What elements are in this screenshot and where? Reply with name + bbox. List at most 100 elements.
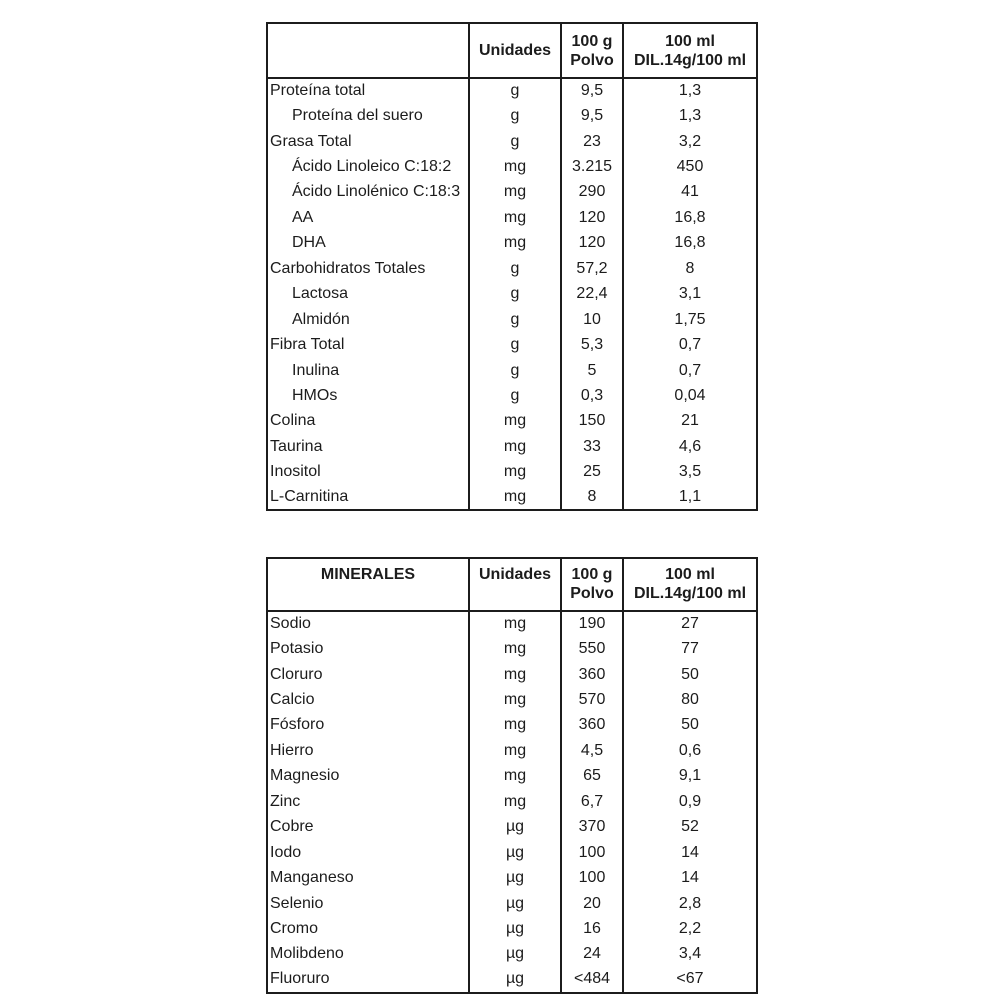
nutrient-name-cell: Iodo (270, 843, 302, 861)
unit-cell: mg (468, 154, 561, 180)
unit-cell: mg (468, 738, 561, 764)
per-100g-cell: 120 (560, 230, 623, 257)
unit-cell: mg (468, 485, 561, 511)
per-100ml-cell: 14 (622, 865, 757, 891)
nutrition-facts-table: Unidades 100 g Polvo 100 ml DIL.14g/100 ml… (266, 22, 758, 512)
per-100g-cell: 290 (560, 179, 623, 206)
table-row: Zinc mg 6,7 0,9 (267, 789, 757, 815)
per-100ml-cell: 77 (622, 636, 757, 662)
per-100g-cell: 9,5 (560, 78, 623, 104)
unit-cell: µg (468, 865, 561, 891)
units-column-header: Unidades (468, 558, 561, 612)
nutrient-name-cell: DHA (292, 234, 326, 252)
per-100ml-cell: 8 (622, 256, 757, 282)
per-100g-cell: <484 (560, 967, 623, 993)
minerals-table: MINERALES Unidades 100 g Polvo 100 ml DIL.… (266, 557, 758, 994)
nutrient-name-cell: Calcio (270, 691, 315, 709)
unit-cell: mg (468, 434, 561, 460)
header-label: DIL.14g/100 ml (633, 585, 747, 602)
per-100g-cell: 9,5 (560, 103, 623, 129)
per-100ml-cell: 80 (622, 687, 757, 713)
table-row: Inositol mg 25 3,5 (267, 459, 757, 485)
nutrient-name-cell: Grasa Total (270, 132, 352, 150)
table-row: Molibdeno µg 24 3,4 (267, 941, 757, 968)
unit-cell: mg (468, 712, 561, 739)
row-label-column-header: MINERALES (267, 558, 469, 612)
unit-cell: g (468, 383, 561, 409)
nutrient-name-cell: Fósforo (270, 716, 325, 734)
per-100g-cell: 22,4 (560, 281, 623, 307)
nutrient-name-cell: Fluoruro (270, 970, 330, 988)
table-row: Lactosa g 22,4 3,1 (267, 281, 757, 307)
nutrient-name-cell: Inulina (292, 361, 340, 379)
unit-cell: mg (468, 230, 561, 257)
per-100ml-cell: 4,6 (622, 434, 757, 460)
table-row: Ácido Linoleico C:18:2 mg 3.215 450 (267, 154, 757, 180)
unit-cell: mg (468, 687, 561, 713)
table-row: Sodio mg 190 27 (267, 611, 757, 637)
per-100ml-cell: 1,3 (622, 78, 757, 104)
table-row: Manganeso µg 100 14 (267, 865, 757, 891)
row-label-column-header (267, 23, 469, 79)
per-100ml-cell: 0,7 (622, 332, 757, 358)
unit-cell: mg (468, 205, 561, 231)
nutrient-name-cell: L-Carnitina (270, 488, 349, 506)
unit-cell: g (468, 357, 561, 384)
nutrient-name-cell: AA (292, 208, 314, 226)
table-row: Carbohidratos Totales g 57,2 8 (267, 256, 757, 282)
unit-cell: µg (468, 916, 561, 942)
per-100ml-cell: 14 (622, 839, 757, 866)
per-100g-cell: 65 (560, 763, 623, 790)
per-100ml-cell: 9,1 (622, 763, 757, 790)
per-100g-cell: 570 (560, 687, 623, 713)
nutrient-name-cell: Almidón (292, 310, 350, 328)
header-label: 100 ml (665, 32, 715, 50)
table-row: Cloruro mg 360 50 (267, 661, 757, 688)
table-row: Almidón g 10 1,75 (267, 306, 757, 333)
per-100ml-cell: 1,75 (622, 306, 757, 333)
per-100g-cell: 100 (560, 865, 623, 891)
unit-cell: µg (468, 967, 561, 993)
per-100ml-cell: 52 (622, 814, 757, 840)
nutrient-name-cell: Cloruro (270, 665, 323, 683)
table-row: Magnesio mg 65 9,1 (267, 763, 757, 790)
table-row: Proteína del suero g 9,5 1,3 (267, 103, 757, 129)
per-100g-cell: 33 (560, 434, 623, 460)
unit-cell: mg (468, 408, 561, 435)
unit-cell: µg (468, 890, 561, 917)
table-row: Proteína total g 9,5 1,3 (267, 78, 757, 104)
nutrient-name-cell: Sodio (270, 615, 311, 633)
per-100ml-cell: 41 (622, 179, 757, 206)
unit-cell: mg (468, 763, 561, 790)
header-label: Polvo (570, 585, 614, 602)
per-100g-cell: 16 (560, 916, 623, 942)
unit-cell: mg (468, 661, 561, 688)
per-100ml-cell: 3,2 (622, 128, 757, 155)
table-row: DHA mg 120 16,8 (267, 230, 757, 257)
unit-cell: g (468, 306, 561, 333)
header-label: 100 g (571, 32, 613, 50)
per-100ml-cell: 16,8 (622, 230, 757, 257)
per-100g-cell: 360 (560, 661, 623, 688)
nutrient-name-cell: Hierro (270, 741, 314, 759)
unit-cell: µg (468, 941, 561, 968)
per-100ml-cell: 3,1 (622, 281, 757, 307)
table-row: Cromo µg 16 2,2 (267, 916, 757, 942)
table-row: Ácido Linolénico C:18:3 mg 290 41 (267, 179, 757, 206)
nutrient-name-cell: Lactosa (292, 285, 349, 303)
per-100ml-cell: 50 (622, 712, 757, 739)
per-100g-cell: 370 (560, 814, 623, 840)
table-row: Potasio mg 550 77 (267, 636, 757, 662)
per-100ml-cell: 27 (622, 611, 757, 637)
nutrient-name-cell: Potasio (270, 640, 324, 658)
nutrient-name-cell: Proteína total (270, 82, 366, 100)
table-row: L-Carnitina mg 8 1,1 (267, 485, 757, 511)
unit-cell: mg (468, 636, 561, 662)
per-100g-cell: 8 (560, 485, 623, 511)
per-100ml-cell: 0,6 (622, 738, 757, 764)
per-100ml-cell: 3,4 (622, 941, 757, 968)
table-row: Calcio mg 570 80 (267, 687, 757, 713)
nutrient-name-cell: Cobre (270, 818, 314, 836)
per-100g-cell: 20 (560, 890, 623, 917)
unit-cell: µg (468, 814, 561, 840)
